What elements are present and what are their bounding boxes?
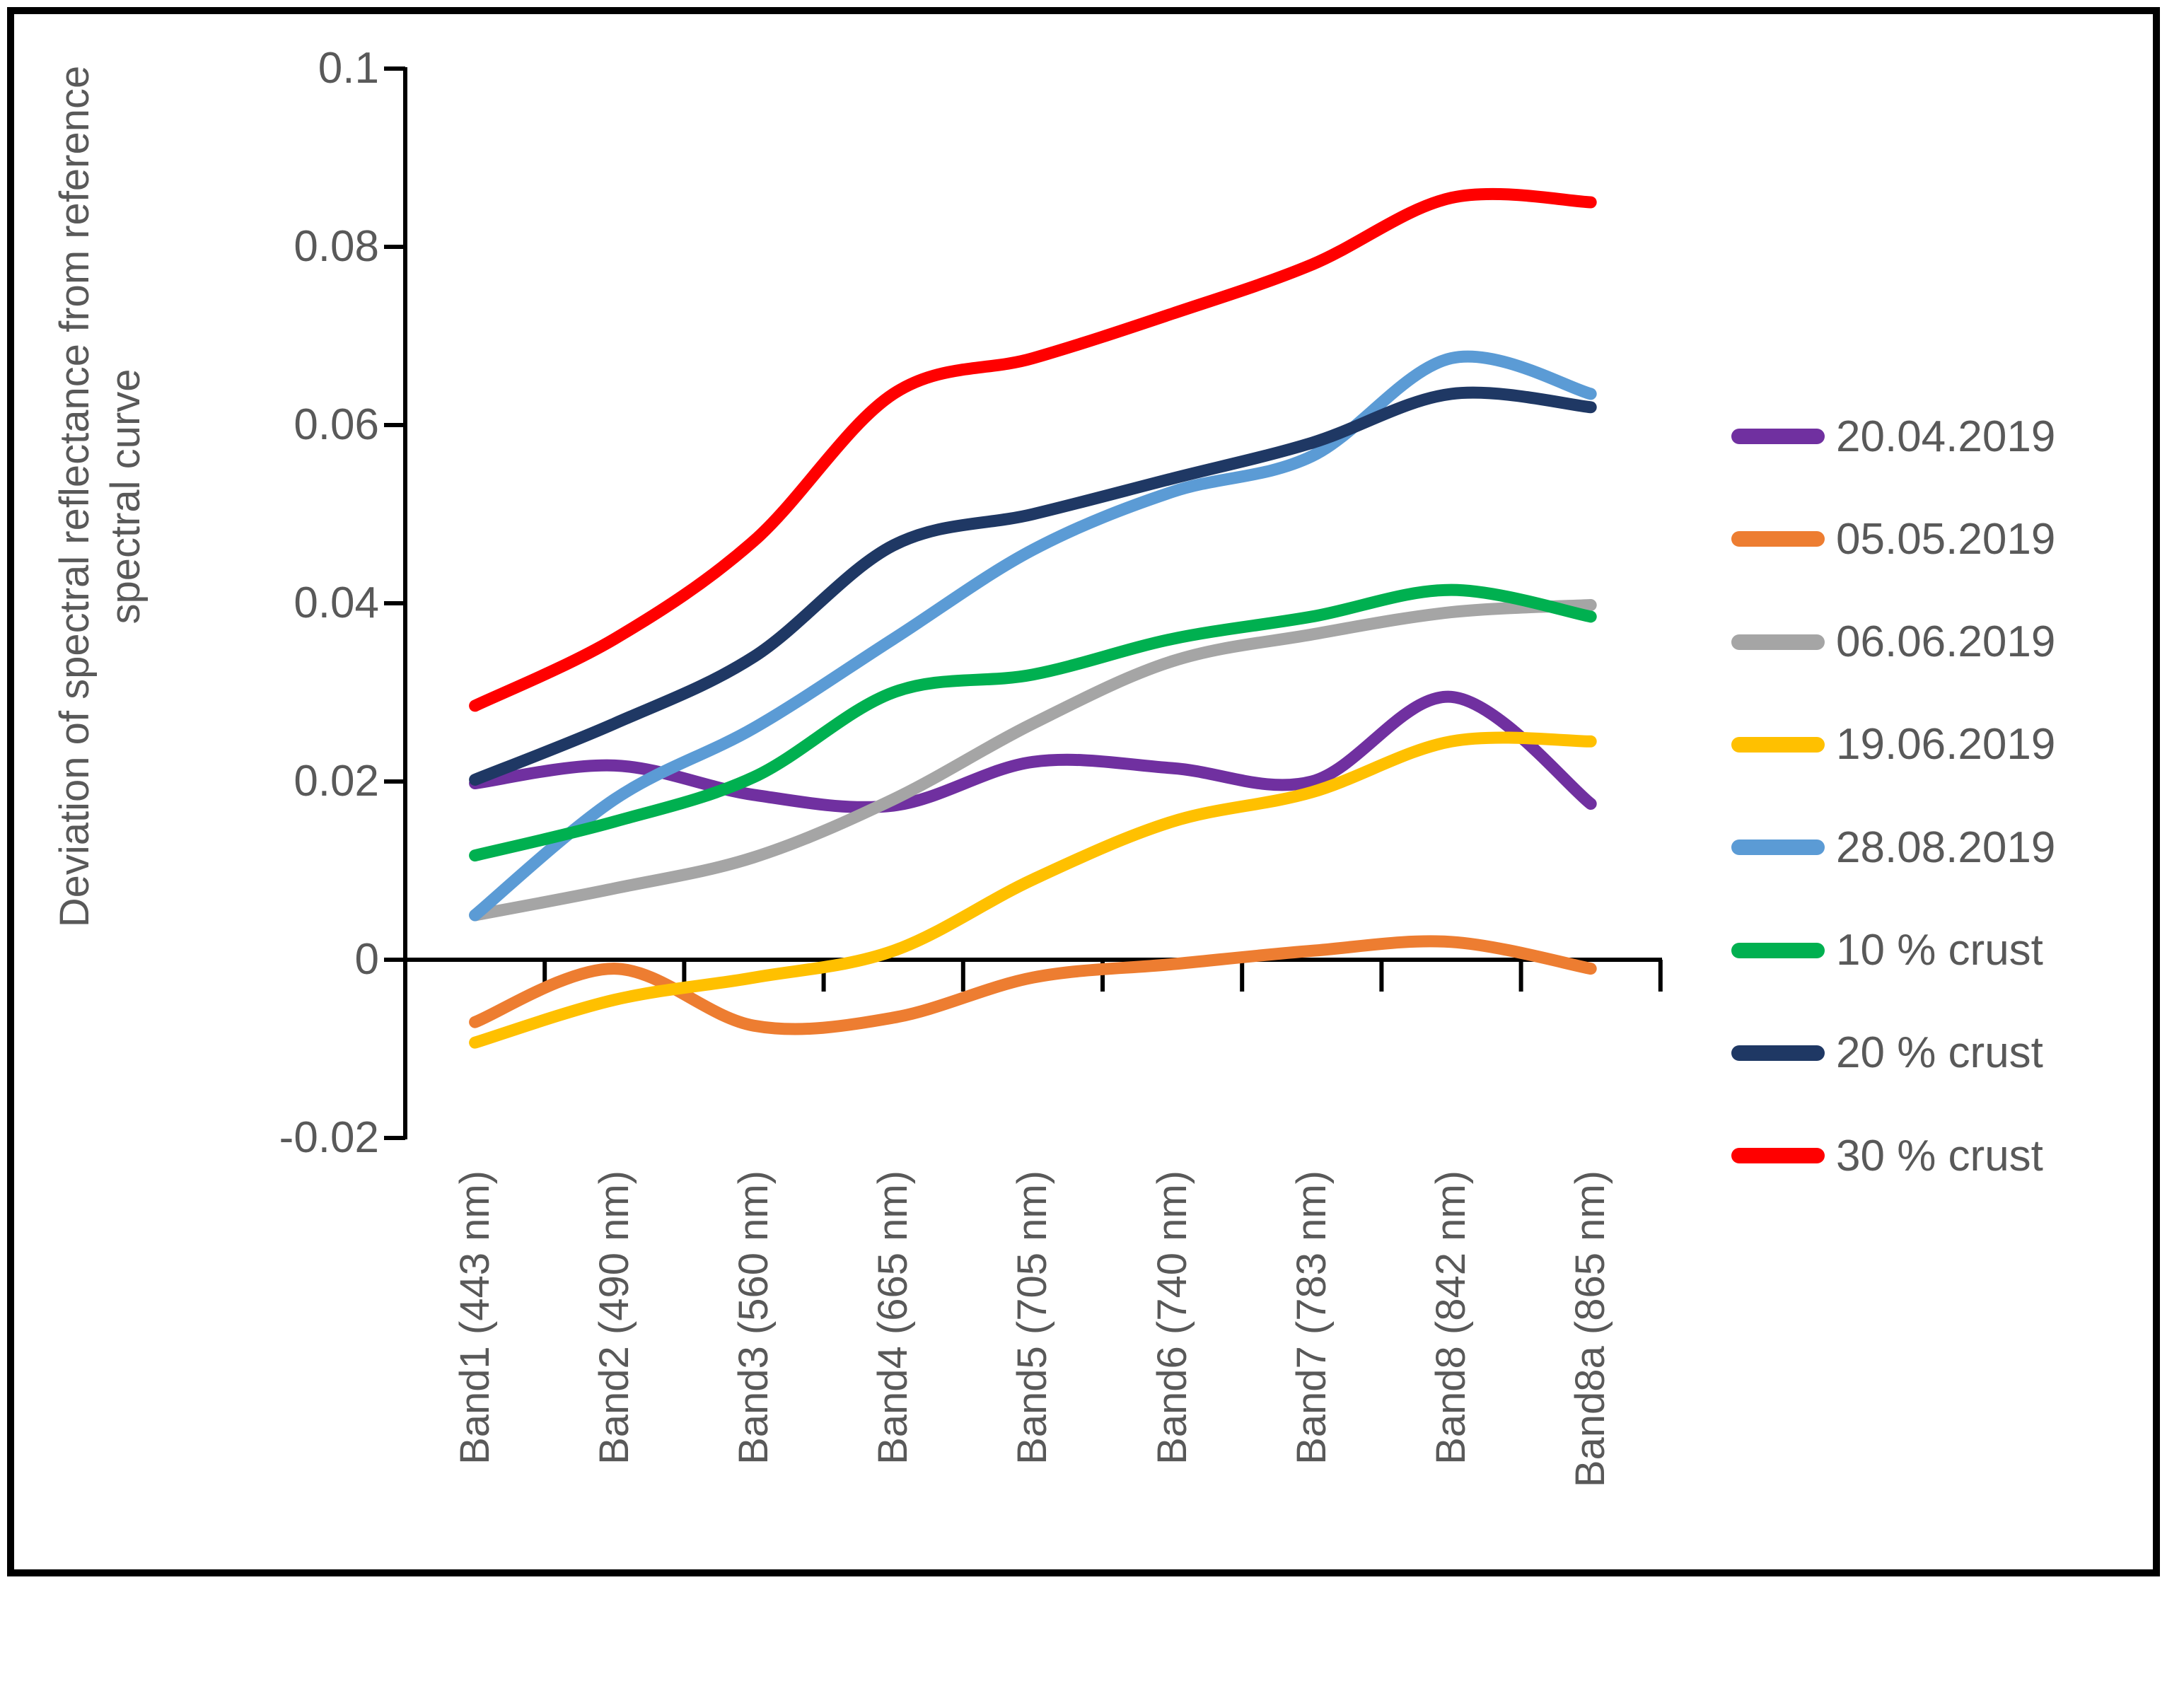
- legend-swatch-icon: [1731, 1045, 1825, 1061]
- y-axis-title: Deviation of spectral reflectance from r…: [50, 1, 151, 992]
- series-line-19-06-2019: [469, 731, 1597, 1049]
- legend-swatch-icon: [1731, 1148, 1825, 1164]
- legend-label: 20 % crust: [1836, 1028, 2043, 1078]
- legend-label: 28.08.2019: [1836, 823, 2056, 872]
- y-tick-label: 0.08: [294, 222, 379, 271]
- chart-figure: { "colors": { "axis": "#000000", "text":…: [7, 1, 2160, 1576]
- legend-item: 19.06.2019: [1731, 715, 2055, 774]
- y-axis-title-line2: spectral curve: [103, 368, 149, 624]
- legend-swatch-icon: [1731, 840, 1825, 856]
- legend-item: 20.04.2019: [1731, 407, 2055, 466]
- x-tick-label: Band8a (865 nm): [1567, 1170, 1614, 1488]
- series-line-05-05-2019: [469, 935, 1597, 1035]
- series-line-20-crust: [469, 386, 1597, 786]
- legend-item: 10 % crust: [1731, 921, 2043, 980]
- y-axis-title-line1: Deviation of spectral reflectance from r…: [52, 65, 98, 928]
- y-tick-label: 0.04: [294, 579, 379, 627]
- x-tick-label: Band8 (842 nm): [1428, 1170, 1474, 1465]
- legend-label: 05.05.2019: [1836, 514, 2056, 564]
- series-line-30-crust: [469, 187, 1597, 712]
- legend-item: 20 % crust: [1731, 1023, 2043, 1083]
- legend-label: 10 % crust: [1836, 926, 2043, 975]
- plot-area-svg: [384, 66, 1663, 1140]
- legend-label: 20.04.2019: [1836, 412, 2056, 461]
- legend-swatch-icon: [1731, 429, 1825, 444]
- legend-swatch-icon: [1731, 736, 1825, 753]
- y-tick-label: 0.1: [318, 44, 379, 93]
- legend-swatch-icon: [1731, 634, 1825, 650]
- series-line-28-08-2019: [469, 350, 1597, 922]
- y-tick-label: 0.02: [294, 757, 379, 806]
- legend-swatch-icon: [1731, 942, 1825, 958]
- legend-item: 30 % crust: [1731, 1126, 2043, 1185]
- legend-item: 05.05.2019: [1731, 509, 2055, 569]
- x-tick-label: Band5 (705 nm): [1009, 1170, 1056, 1465]
- y-tick-label: 0.06: [294, 400, 379, 449]
- legend-item: 06.06.2019: [1731, 612, 2055, 672]
- legend-swatch-icon: [1731, 531, 1825, 547]
- legend-item: 28.08.2019: [1731, 818, 2055, 877]
- x-tick-label: Band7 (783 nm): [1288, 1170, 1335, 1465]
- series-line-10-crust: [469, 583, 1597, 862]
- y-tick-label: 0: [354, 935, 379, 984]
- x-tick-label: Band1 (443 nm): [451, 1170, 498, 1465]
- legend-label: 19.06.2019: [1836, 720, 2056, 769]
- x-tick-label: Band3 (560 nm): [731, 1170, 777, 1465]
- legend-label: 06.06.2019: [1836, 617, 2056, 667]
- series-line-06-06-2019: [469, 599, 1597, 922]
- y-tick-label: -0.02: [279, 1113, 379, 1162]
- x-tick-label: Band4 (665 nm): [870, 1170, 917, 1465]
- x-tick-label: Band6 (740 nm): [1149, 1170, 1195, 1465]
- legend-label: 30 % crust: [1836, 1131, 2043, 1180]
- x-tick-label: Band2 (490 nm): [591, 1170, 637, 1465]
